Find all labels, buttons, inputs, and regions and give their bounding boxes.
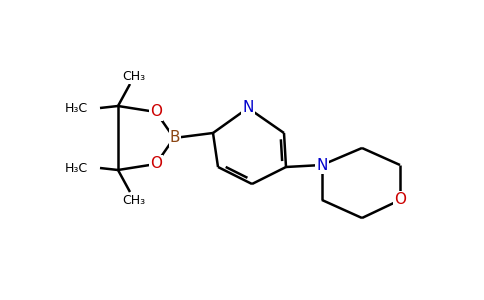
Text: O: O: [150, 157, 162, 172]
Text: N: N: [242, 100, 254, 116]
Text: CH₃: CH₃: [122, 70, 146, 83]
Text: B: B: [170, 130, 180, 146]
Text: CH₃: CH₃: [122, 194, 146, 206]
Text: N: N: [317, 158, 328, 172]
Text: H₃C: H₃C: [65, 161, 88, 175]
Text: O: O: [394, 193, 406, 208]
Text: H₃C: H₃C: [65, 101, 88, 115]
Text: O: O: [150, 104, 162, 119]
